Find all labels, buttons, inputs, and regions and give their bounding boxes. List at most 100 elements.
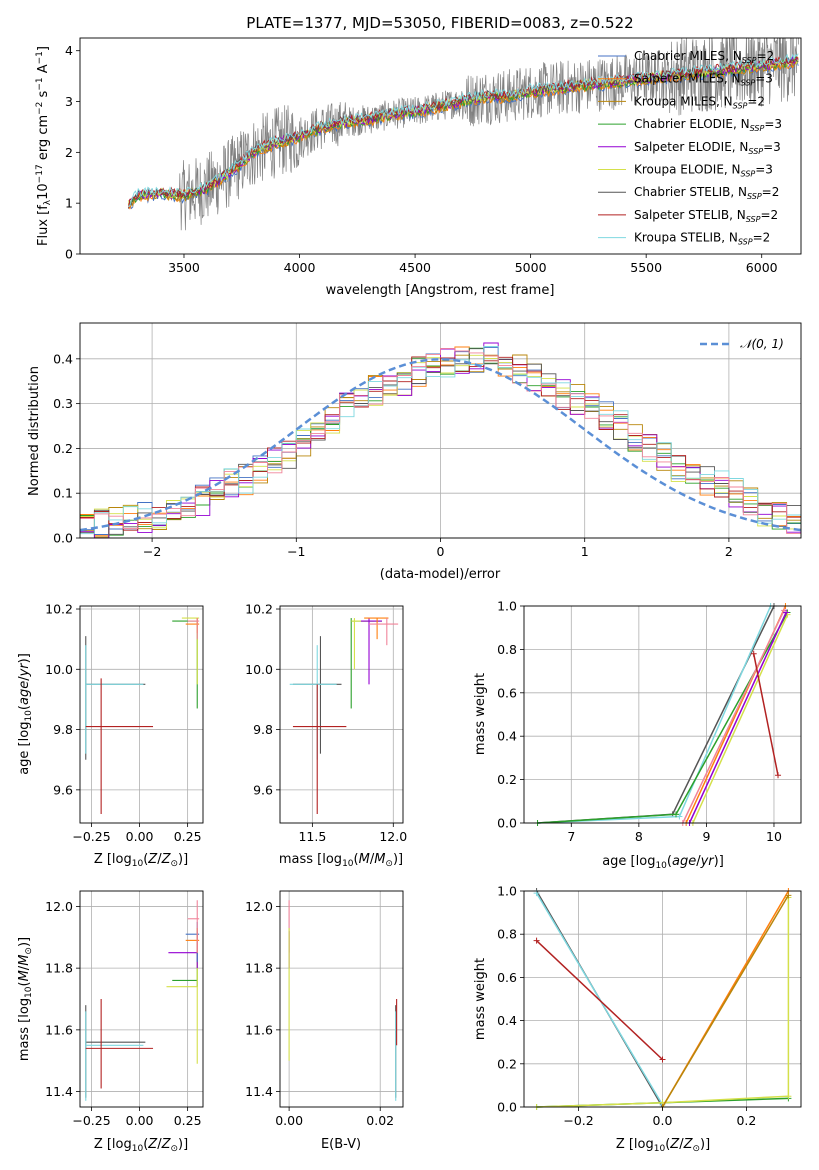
y-tick-label: 11.6 — [245, 1022, 273, 1037]
y-tick-label: 0.2 — [497, 772, 517, 787]
x-tick-label: 0.25 — [174, 829, 202, 844]
y-tick-label: 10.0 — [45, 662, 73, 677]
weight-z-line — [536, 940, 664, 1061]
ebv-mass-xlabel: E(B-V) — [321, 1137, 361, 1152]
y-tick-label: 0.2 — [53, 441, 73, 456]
x-tick-label: 4500 — [399, 260, 431, 275]
y-tick-label: 0.6 — [497, 970, 517, 985]
y-tick-label: 1.0 — [497, 884, 517, 899]
x-tick-label: 6000 — [746, 260, 778, 275]
x-tick-label: 3500 — [168, 260, 200, 275]
x-tick-label: 0.25 — [174, 1113, 202, 1128]
x-tick-label: 0.00 — [275, 1113, 303, 1128]
y-tick-label: 0.4 — [497, 1013, 517, 1028]
model-spectrum-line — [128, 53, 799, 208]
x-tick-label: −1 — [287, 544, 305, 559]
weight-z-panel: −0.2 0.0 0.2 0.0 0.2 0.4 0.6 0.8 1.0 Z [log10(Z/… — [473, 884, 802, 1154]
spectrum-xlabel: wavelength [Angstrom, rest frame] — [326, 283, 555, 298]
legend-label: Chabrier ELODIE, NSSP=3 — [634, 117, 782, 133]
weight-age-panel: 7 8 9 10 0.0 0.2 0.4 0.6 0.8 1.0 age [log10(age/y… — [473, 599, 802, 871]
z-age-xlabel: Z [log10(Z/Z⊙)] — [94, 852, 188, 869]
weight-age-marker — [783, 609, 790, 616]
z-mass-xlabel: Z [log10(Z/Z⊙)] — [94, 1137, 188, 1154]
weight-z-line — [535, 892, 664, 1106]
y-tick-label: 11.4 — [45, 1084, 73, 1099]
mass-age-xlabel: mass [log10(M/M⊙)] — [279, 852, 403, 869]
histogram-step-line — [80, 346, 801, 535]
legend-label: Kroupa STELIB, NSSP=2 — [634, 231, 770, 247]
y-tick-label: 0.2 — [497, 1056, 517, 1071]
weight-z-marker — [785, 892, 792, 899]
weight-z-marker — [659, 1056, 666, 1063]
y-tick-label: 9.8 — [53, 722, 73, 737]
legend-label: Chabrier STELIB, NSSP=2 — [634, 185, 779, 201]
x-tick-label: 7 — [567, 829, 575, 844]
y-tick-label: 10.2 — [245, 602, 273, 617]
x-tick-label: 0 — [437, 544, 445, 559]
y-tick-label: 11.8 — [245, 961, 273, 976]
y-tick-label: 12.0 — [245, 899, 273, 914]
x-tick-label: −0.25 — [72, 1113, 110, 1128]
legend-label: Kroupa MILES, NSSP=2 — [634, 94, 765, 110]
weight-z-line — [661, 894, 790, 1108]
weight-age-marker — [676, 813, 683, 820]
z-mass-ylabel: mass [log10(M/M⊙)] — [17, 937, 34, 1061]
spectrum-legend: Chabrier MILES, NSSP=2 Salpeter MILES, NS… — [598, 49, 782, 247]
x-tick-label: 0.0 — [653, 1113, 673, 1128]
mass-age-panel: 11.5 12.0 9.6 9.8 10.0 10.2 mass [log10(M/M⊙)… — [245, 602, 407, 869]
weight-age-line — [692, 614, 789, 824]
histogram-ylabel: Normed distribution — [27, 366, 42, 496]
x-tick-label: −0.25 — [72, 829, 110, 844]
weight-z-xlabel: Z [log10(Z/Z⊙)] — [616, 1137, 710, 1154]
y-tick-label: 11.4 — [245, 1084, 273, 1099]
y-tick-label: 1 — [65, 196, 73, 211]
x-tick-label: 2 — [725, 544, 733, 559]
y-tick-label: 10.0 — [245, 662, 273, 677]
legend-label: Salpeter STELIB, NSSP=2 — [634, 208, 778, 224]
weight-age-line — [682, 609, 785, 824]
y-tick-label: 0.8 — [497, 642, 517, 657]
y-tick-label: 1.0 — [497, 599, 517, 614]
x-tick-label: 0.02 — [366, 1113, 394, 1128]
y-tick-label: 0 — [65, 247, 73, 262]
x-tick-label: 9 — [702, 829, 710, 844]
y-tick-label: 12.0 — [45, 899, 73, 914]
x-tick-label: 10 — [766, 829, 782, 844]
x-tick-label: 0.00 — [126, 829, 154, 844]
x-tick-label: 11.5 — [298, 829, 326, 844]
y-tick-label: 0.8 — [497, 927, 517, 942]
y-tick-label: 11.6 — [45, 1022, 73, 1037]
x-tick-label: −0.2 — [563, 1113, 593, 1128]
legend-label: Salpeter ELODIE, NSSP=3 — [634, 140, 781, 156]
y-tick-label: 0.4 — [53, 351, 73, 366]
spectrum-lines — [128, 38, 800, 231]
y-tick-label: 2 — [65, 145, 73, 160]
legend-label: Kroupa ELODIE, NSSP=3 — [634, 163, 773, 179]
spectrum-axes — [79, 37, 802, 255]
spectrum-title: PLATE=1377, MJD=53050, FIBERID=0083, z=0… — [246, 14, 633, 32]
x-tick-label: 5000 — [515, 260, 547, 275]
ebv-mass-panel: 0.00 0.02 11.4 11.6 11.8 12.0 E(B-V) — [245, 890, 404, 1152]
histogram-legend: 𝒩(0, 1) — [700, 337, 784, 351]
y-tick-label: 0.6 — [497, 685, 517, 700]
x-tick-label: 12.0 — [379, 829, 407, 844]
weight-age-xlabel: age [log10(age/yr)] — [602, 854, 724, 871]
x-tick-label: 4000 — [284, 260, 316, 275]
x-tick-label: 8 — [635, 829, 643, 844]
x-tick-label: −2 — [143, 544, 161, 559]
residual-histogram-panel: −2 −1 0 1 2 0.0 0.1 0.2 0.3 0.4 (data-model)/erro… — [27, 322, 802, 582]
y-tick-label: 4 — [65, 43, 73, 58]
weight-age-marker — [673, 811, 680, 818]
legend-label: Chabrier MILES, NSSP=2 — [634, 49, 774, 65]
y-tick-label: 0.0 — [497, 1100, 517, 1115]
y-tick-label: 0.4 — [497, 729, 517, 744]
histogram-step-line — [80, 356, 801, 531]
x-tick-label: 5500 — [630, 260, 662, 275]
y-tick-label: 0.3 — [53, 396, 73, 411]
z-mass-panel: −0.25 0.00 0.25 11.4 11.6 11.8 12.0 Z [log10(Z… — [17, 890, 204, 1154]
legend-label: Salpeter MILES, NSSP=3 — [634, 72, 773, 88]
y-tick-label: 9.6 — [253, 782, 273, 797]
spectrum-ylabel: Flux [fλ10−17 erg cm−2 s−1 A−1] — [35, 46, 53, 246]
weight-age-marker — [750, 650, 757, 657]
